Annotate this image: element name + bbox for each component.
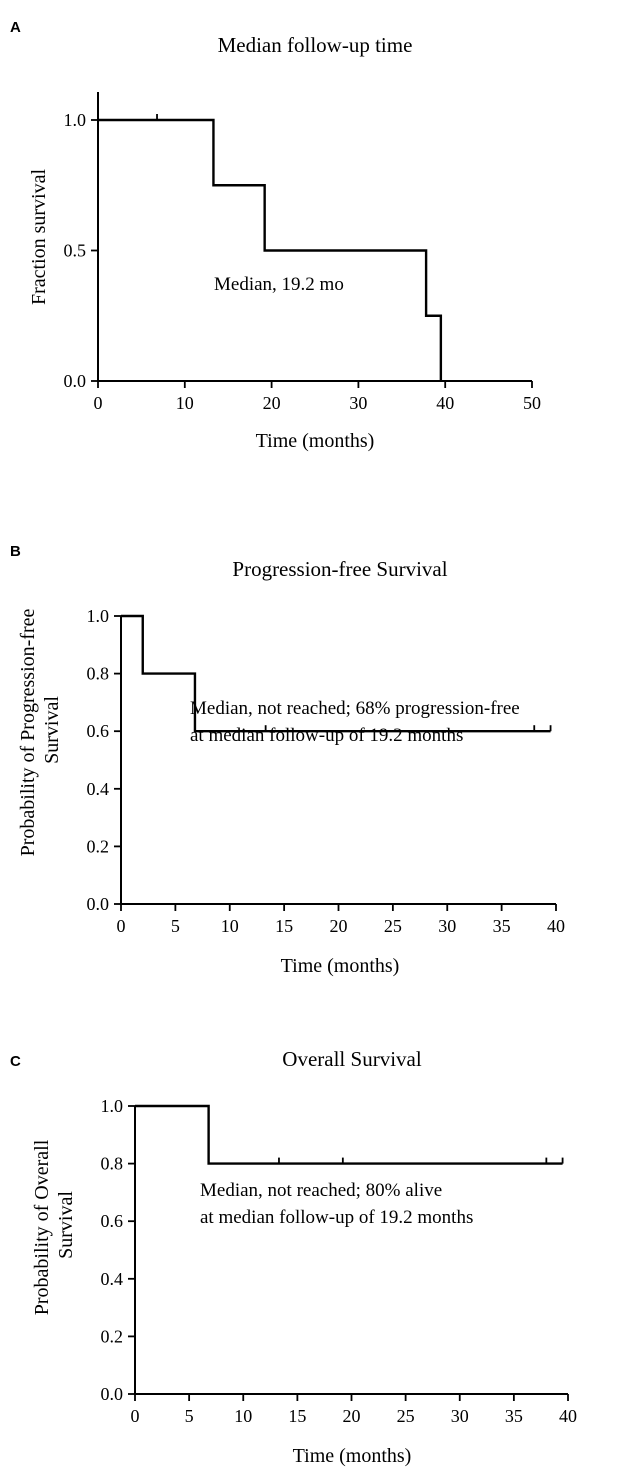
panel-a-y-tick-label: 0.0 bbox=[64, 371, 87, 391]
panel-b-y-axis-label-line-2: Survival bbox=[41, 696, 63, 764]
panel-a-annotation-1: Median, 19.2 mo bbox=[214, 274, 344, 295]
panel-c-letter: C bbox=[10, 1053, 21, 1070]
panel-b-y-tick-label: 0.6 bbox=[87, 721, 110, 741]
panel-b-y-tick-label: 0.0 bbox=[87, 894, 110, 914]
panel-c-x-tick-label: 35 bbox=[505, 1406, 523, 1426]
panel-c-y-tick-label: 0.0 bbox=[101, 1384, 124, 1404]
panel-b-y-axis-label-line-1: Probability of Progression-free bbox=[17, 609, 39, 857]
panel-a-y-tick-label: 0.5 bbox=[64, 241, 87, 261]
panel-b-y-tick-label: 0.2 bbox=[87, 836, 110, 856]
panel-c-y-axis-label-line-2: Survival bbox=[55, 1191, 77, 1259]
panel-c-annotation-2: at median follow-up of 19.2 months bbox=[200, 1207, 473, 1228]
panel-c-annotation-1: Median, not reached; 80% alive bbox=[200, 1180, 442, 1201]
panel-a-x-axis-label: Time (months) bbox=[256, 430, 375, 452]
panel-b-y-tick-label: 0.4 bbox=[87, 779, 110, 799]
panel-a-y-tick-label: 1.0 bbox=[64, 110, 87, 130]
panel-c-y-axis-label-line-1: Probability of Overall bbox=[31, 1139, 53, 1315]
panel-c-plot: 0 5 10 15 20 25 30 35 40 0.0 0.2 0.4 0.6 0.8 1.0 bbox=[101, 1096, 578, 1426]
panel-c-x-tick-label: 5 bbox=[185, 1406, 194, 1426]
panel-c-y-tick-label: 0.8 bbox=[101, 1154, 124, 1174]
panel-b-x-tick-label: 40 bbox=[547, 916, 565, 936]
panel-a-letter: A bbox=[10, 19, 21, 36]
panel-a-x-tick-label: 10 bbox=[176, 393, 194, 413]
panel-b-x-axis-label: Time (months) bbox=[281, 955, 400, 977]
panel-b-x-tick-label: 5 bbox=[171, 916, 180, 936]
panel-c-x-tick-label: 10 bbox=[234, 1406, 252, 1426]
panel-b-title: Progression-free Survival bbox=[232, 557, 447, 581]
panel-a-x-tick-label: 40 bbox=[436, 393, 454, 413]
panel-b-plot: 0 5 10 15 20 25 30 35 40 0.0 0.2 0.4 0.6 0.8 1.0 bbox=[87, 606, 566, 936]
panel-a-x-tick-label: 30 bbox=[349, 393, 367, 413]
panel-c: C Overall Survival Time (months) Probabi… bbox=[10, 1047, 577, 1467]
panel-b-x-tick-label: 10 bbox=[221, 916, 239, 936]
panel-c-x-tick-label: 30 bbox=[451, 1406, 469, 1426]
panel-b-letter: B bbox=[10, 543, 21, 560]
panel-c-x-tick-label: 40 bbox=[559, 1406, 577, 1426]
panel-c-y-tick-label: 0.4 bbox=[101, 1269, 124, 1289]
panel-c-x-axis-label: Time (months) bbox=[293, 1445, 412, 1467]
panel-b-x-tick-label: 15 bbox=[275, 916, 293, 936]
panel-a-x-tick-label: 50 bbox=[523, 393, 541, 413]
panel-a-x-tick-label: 20 bbox=[263, 393, 281, 413]
panel-a-y-axis-label: Fraction survival bbox=[28, 169, 50, 306]
panel-c-y-tick-label: 0.6 bbox=[101, 1211, 124, 1231]
panel-a-x-tick-label: 0 bbox=[94, 393, 103, 413]
panel-b-y-tick-label: 0.8 bbox=[87, 664, 110, 684]
panel-b-x-tick-label: 25 bbox=[384, 916, 402, 936]
panel-b-annotation-2: at median follow-up of 19.2 months bbox=[190, 725, 463, 746]
panel-c-title: Overall Survival bbox=[282, 1047, 422, 1071]
panel-c-x-tick-label: 25 bbox=[397, 1406, 415, 1426]
panel-b-x-tick-label: 30 bbox=[438, 916, 456, 936]
panel-a-survival-curve bbox=[98, 118, 443, 381]
panel-c-y-tick-label: 1.0 bbox=[101, 1096, 124, 1116]
panel-b: B Progression-free Survival Time (months… bbox=[10, 543, 565, 977]
panel-c-y-axis-label: Probability of Overall Survival bbox=[31, 1135, 77, 1316]
panel-b-y-axis-label: Probability of Progression-free Survival bbox=[17, 604, 63, 857]
panel-a: A Median follow-up time Time (months) Fr… bbox=[10, 19, 541, 452]
panel-c-x-tick-label: 0 bbox=[131, 1406, 140, 1426]
panel-b-x-tick-label: 0 bbox=[117, 916, 126, 936]
panel-c-x-tick-label: 20 bbox=[343, 1406, 361, 1426]
panel-b-x-tick-label: 35 bbox=[493, 916, 511, 936]
panel-b-survival-curve bbox=[121, 614, 551, 733]
panel-c-y-tick-label: 0.2 bbox=[101, 1326, 124, 1346]
panel-b-x-tick-label: 20 bbox=[330, 916, 348, 936]
panel-c-survival-curve bbox=[135, 1104, 563, 1165]
panel-b-annotation-1: Median, not reached; 68% progression-fre… bbox=[190, 698, 520, 719]
panel-c-x-tick-label: 15 bbox=[288, 1406, 306, 1426]
panel-b-y-tick-label: 1.0 bbox=[87, 606, 110, 626]
panel-a-plot: 0 10 20 30 40 50 0.0 0.5 1.0 bbox=[64, 92, 541, 413]
panel-a-title: Median follow-up time bbox=[218, 33, 413, 57]
